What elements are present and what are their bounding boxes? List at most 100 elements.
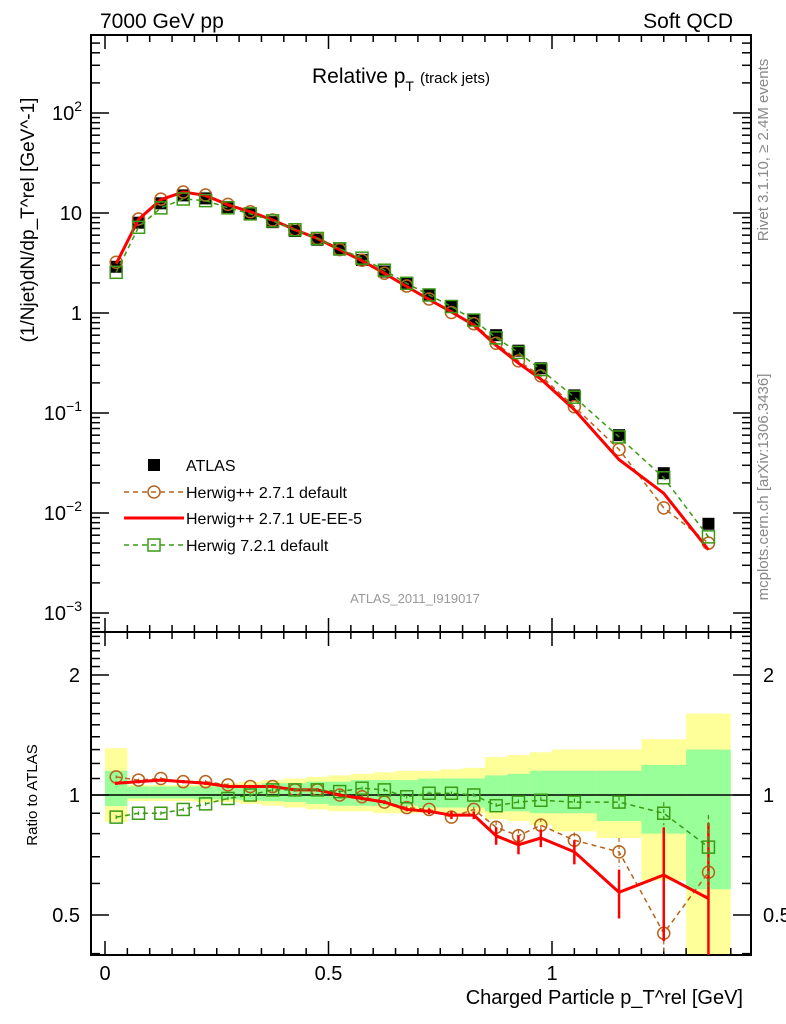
mc-point-ratio [288,783,302,797]
mc-point-ratio [612,795,626,809]
mc-point-main [198,193,213,208]
band-stat-bin [127,786,150,799]
mc-point-ratio [701,840,716,854]
legend-atlas-marker [148,459,160,471]
mc-point-main [567,399,582,414]
mc-point-ratio [176,802,190,817]
data-marks [109,185,716,955]
mc-point-main [511,354,526,368]
band-stat-bin [172,786,195,799]
mc-point-main [243,207,258,221]
mc-point-main [377,263,392,277]
x-tick-label: 0 [99,963,110,985]
mc-point-main [131,220,146,235]
rivet-version-label: Rivet 3.1.10, ≥ 2.4M events [755,59,772,242]
band-stat-bin [507,773,530,812]
uncertainty-bands [105,713,731,955]
mc-point-ratio [243,788,258,802]
x-tick-label: 1 [546,963,557,985]
legend-label: Herwig 7.2.1 default [186,538,329,555]
mc-point-main [265,214,280,228]
band-stat-bin [149,786,173,799]
ratio-y-tick-label: 1 [69,785,80,807]
mc-point-main [399,276,414,291]
ratio-y-tick-label-right: 0.5 [763,905,786,927]
mc-point-ratio [310,783,325,797]
y-tick-label: 10−3 [44,598,82,625]
mc-point-main [332,242,347,256]
mc-point-main [154,192,168,206]
plot-title: Relative pT (track jets) [312,65,490,94]
atlas-point [657,467,670,480]
mc-point-ratio [131,806,146,820]
ratio-y-axis-label: Ratio to ATLAS [24,744,41,845]
mc-point-ratio [377,783,392,797]
mc-point-ratio [332,784,347,799]
x-axis-label: Charged Particle p_T^rel [GeV] [466,987,743,1009]
band-stat-bin [552,770,597,814]
ratio-y-tick-label-right: 2 [763,665,774,687]
band-stat-bin [283,783,307,803]
mc-point-ratio [399,789,414,804]
atlas-point [512,344,525,357]
mc-point-main [701,530,716,544]
mc-point-ratio [444,786,459,801]
atlas-point [613,429,626,442]
x-tick-label: 0.5 [315,963,343,985]
mc-line-ratio [116,778,710,900]
mc-point-ratio [489,798,503,813]
mc-point-main [489,331,503,345]
mc-point-ratio [657,806,671,820]
header-left: 7000 GeV pp [100,10,224,33]
mc-point-ratio [467,788,481,802]
mc-point-main [288,223,302,237]
mc-point-ratio [198,797,213,811]
mc-point-ratio [355,781,369,795]
ratio-y-tick-label: 0.5 [52,905,80,927]
mc-point-ratio [567,795,582,809]
legend: ATLAS Herwig++ 2.7.1 default Herwig++ 2.7.… [124,458,362,555]
y-tick-label: 10 [60,203,82,225]
mc-point-main [131,212,146,226]
mc-point-main [467,313,481,327]
header-right: Soft QCD [643,10,733,33]
legend-label: ATLAS [186,458,236,475]
mc-point-ratio [154,771,168,786]
band-stat-bin [350,780,374,806]
mc-point-main [657,471,671,485]
y-axis-label: (1/Njet)dN/dp_T^rel [GeV^-1] [18,98,39,343]
mc-point-ratio [109,810,123,824]
mc-point-ratio [511,795,526,809]
mc-point-main [511,345,526,360]
mc-point-main [176,192,190,206]
ratio-frame [90,631,752,956]
legend-label: Herwig++ 2.7.1 default [186,485,348,502]
mc-point-main [444,299,459,314]
y-tick-label: 102 [52,98,82,125]
atlas-point [568,389,581,402]
mc-point-main [612,430,626,444]
mc-point-main [221,201,235,215]
mc-point-main [567,390,582,404]
mc-point-main [534,362,548,377]
y-tick-label: 10−2 [44,498,82,525]
legend-label: Herwig++ 2.7.1 UE-EE-5 [186,511,362,528]
mc-point-ratio [154,806,168,820]
axes: 0 0.5 1 102 10 1 10−1 10−2 10−3 2 2 1 1 0.5 0.5 [44,34,786,985]
mc-point-ratio [444,810,459,824]
mc-point-main [422,288,436,302]
y-tick-label: 10−1 [44,398,82,425]
legend-marker [147,538,161,552]
mc-point-main [310,231,325,246]
ratio-y-tick-label: 2 [69,665,80,687]
mc-point-main [109,255,123,269]
mcplots-label: mcplots.cern.ch [arXiv:1306.3436] [755,374,772,601]
atlas-point [702,517,715,530]
mc-point-main [154,201,168,215]
mc-point-ratio [422,786,436,801]
mc-point-main [657,501,671,515]
y-tick-label: 1 [71,303,82,325]
legend-marker [147,485,161,499]
mc-point-ratio [221,791,235,806]
mc-point-main [109,265,123,280]
